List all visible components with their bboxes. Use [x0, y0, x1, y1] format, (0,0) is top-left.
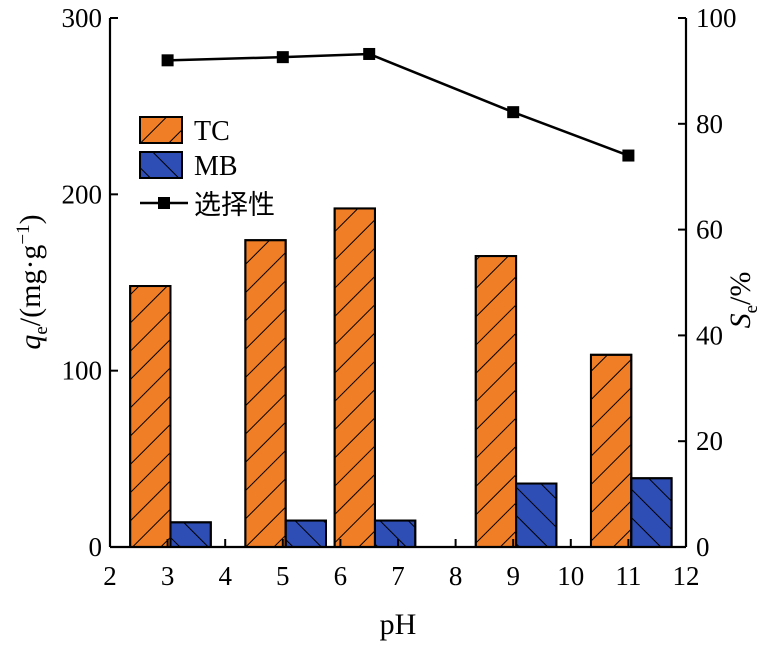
legend-marker-selectivity: [158, 197, 170, 209]
x-tick-label: 6: [334, 561, 348, 591]
left-y-axis-title-sup: −1: [13, 224, 34, 244]
right-y-tick-label: 40: [696, 320, 723, 350]
right-y-tick-label: 80: [696, 109, 723, 139]
x-tick-label: 2: [103, 561, 117, 591]
bar-mb-hatch: [515, 482, 558, 548]
legend-swatch-mb-hatch: [139, 151, 183, 179]
left-y-tick-label: 200: [62, 179, 103, 209]
left-y-axis-title-sub: e: [31, 326, 52, 334]
bar-tc-hatch: [244, 239, 287, 548]
left-y-axis-title-unit: /(mg·g: [14, 245, 47, 327]
bar-mb-hatch: [169, 521, 212, 549]
legend-label-mb: MB: [194, 151, 238, 182]
bar-tc-hatch: [129, 285, 172, 548]
right-y-axis-title-unit: /%: [724, 272, 757, 305]
x-tick-label: 12: [673, 561, 700, 591]
legend-swatch-tc-hatch: [139, 116, 183, 144]
left-y-tick-label: 0: [89, 532, 103, 562]
left-y-tick-label: 300: [62, 3, 103, 33]
right-y-tick-label: 20: [696, 426, 723, 456]
selectivity-point: [507, 106, 520, 119]
right-y-tick-label: 100: [696, 3, 737, 33]
bars-layer: [129, 207, 673, 549]
selectivity-line-layer: [161, 47, 635, 162]
selectivity-point: [363, 47, 376, 60]
bar-mb-hatch: [630, 477, 673, 549]
right-y-tick-label: 60: [696, 215, 723, 245]
right-y-axis-title-s: S: [724, 313, 757, 328]
x-tick-label: 10: [557, 561, 584, 591]
selectivity-point: [161, 54, 174, 67]
bar-tc-hatch: [474, 255, 518, 548]
x-tick-label: 5: [276, 561, 290, 591]
left-y-axis-title: qe/(mg·g−1): [13, 214, 52, 349]
left-y-axis-title-end: ): [14, 214, 47, 224]
legend-label-selectivity: 选择性: [194, 190, 275, 221]
x-tick-label: 3: [161, 561, 175, 591]
left-y-tick-label: 100: [62, 356, 103, 386]
left-y-axis-title-q: q: [14, 335, 47, 350]
bar-tc-hatch: [333, 207, 376, 548]
selectivity-point: [622, 149, 635, 162]
selectivity-line: [167, 52, 629, 157]
x-tick-label: 4: [218, 561, 232, 591]
bar-mb-hatch: [373, 519, 417, 548]
x-axis-title: pH: [380, 608, 417, 641]
right-y-axis-title: Se/%: [724, 272, 762, 329]
legend: TC MB 选择性: [139, 116, 275, 221]
x-tick-label: 7: [391, 561, 405, 591]
legend-label-tc: TC: [194, 116, 230, 147]
x-tick-label: 11: [615, 561, 641, 591]
right-y-axis-title-sub: e: [741, 305, 762, 313]
bar-mb-hatch: [284, 519, 327, 548]
bar-tc-hatch: [589, 353, 633, 548]
x-tick-label: 8: [449, 561, 463, 591]
x-tick-label: 9: [506, 561, 520, 591]
right-y-tick-label: 0: [696, 532, 710, 562]
selectivity-point: [276, 51, 289, 64]
